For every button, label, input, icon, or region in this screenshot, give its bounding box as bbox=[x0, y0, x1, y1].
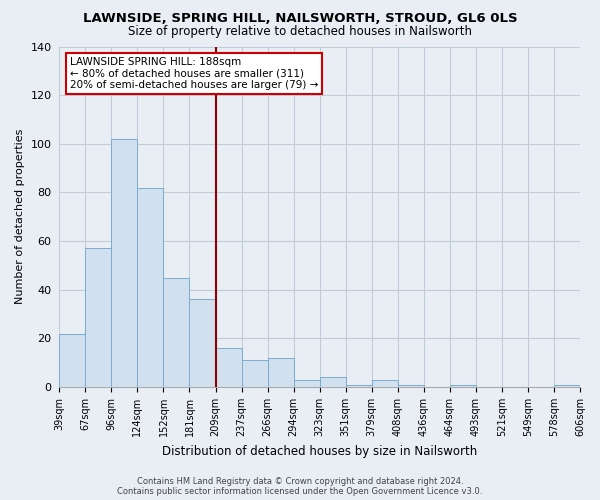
Bar bbox=[450, 384, 476, 387]
Bar bbox=[554, 384, 580, 387]
Text: LAWNSIDE, SPRING HILL, NAILSWORTH, STROUD, GL6 0LS: LAWNSIDE, SPRING HILL, NAILSWORTH, STROU… bbox=[83, 12, 517, 26]
Bar bbox=[372, 380, 398, 387]
Bar bbox=[163, 278, 190, 387]
Bar bbox=[59, 334, 85, 387]
Bar bbox=[268, 358, 293, 387]
Text: Size of property relative to detached houses in Nailsworth: Size of property relative to detached ho… bbox=[128, 25, 472, 38]
Text: Contains HM Land Registry data © Crown copyright and database right 2024.
Contai: Contains HM Land Registry data © Crown c… bbox=[118, 476, 482, 496]
Bar bbox=[137, 188, 163, 387]
Bar bbox=[398, 384, 424, 387]
Bar bbox=[112, 139, 137, 387]
Bar bbox=[346, 384, 372, 387]
Bar bbox=[85, 248, 112, 387]
X-axis label: Distribution of detached houses by size in Nailsworth: Distribution of detached houses by size … bbox=[162, 444, 477, 458]
Bar bbox=[190, 300, 215, 387]
Text: LAWNSIDE SPRING HILL: 188sqm
← 80% of detached houses are smaller (311)
20% of s: LAWNSIDE SPRING HILL: 188sqm ← 80% of de… bbox=[70, 56, 318, 90]
Bar bbox=[242, 360, 268, 387]
Bar bbox=[293, 380, 320, 387]
Bar bbox=[215, 348, 242, 387]
Bar bbox=[320, 378, 346, 387]
Y-axis label: Number of detached properties: Number of detached properties bbox=[15, 129, 25, 304]
